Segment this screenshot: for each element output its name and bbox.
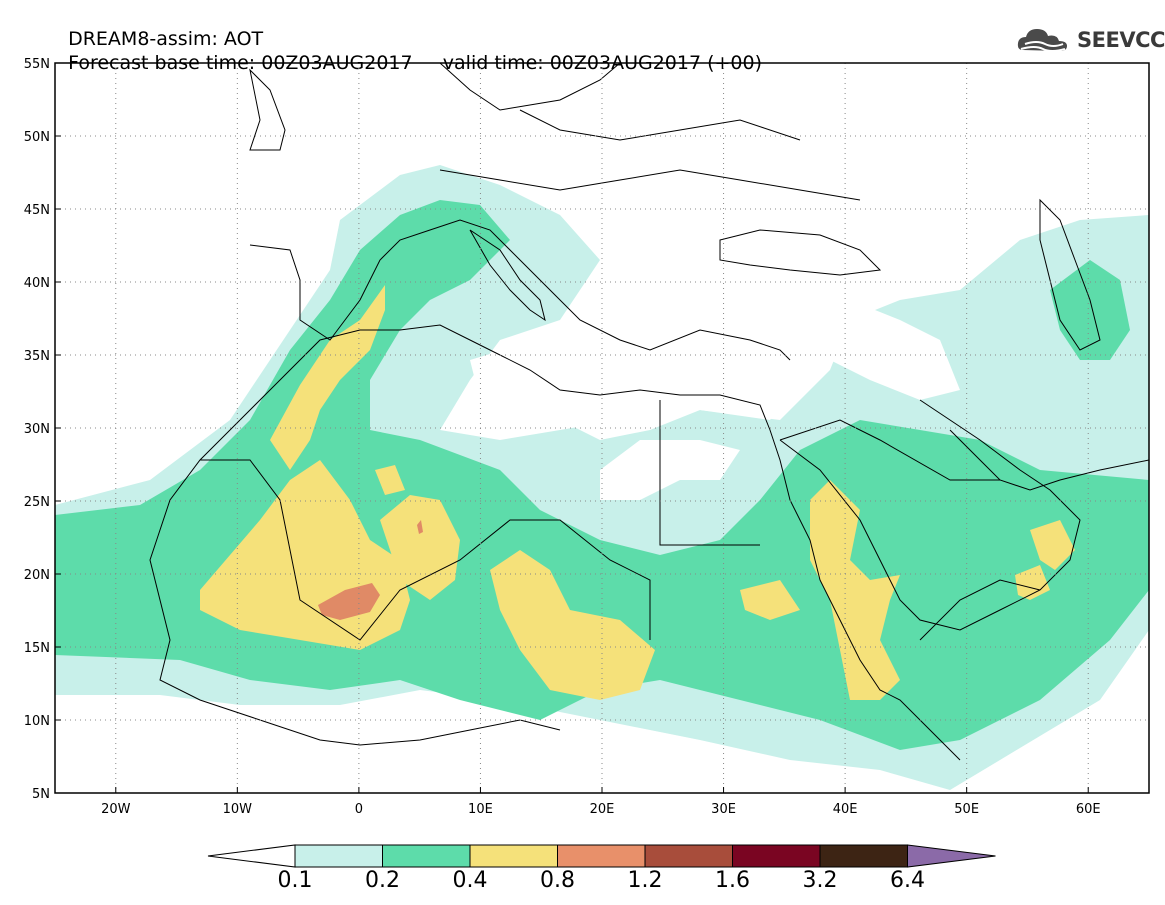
model-title: DREAM8-assim: AOT bbox=[68, 28, 264, 50]
coastline-europe bbox=[249, 219, 791, 361]
lon-tick-label: 20E bbox=[590, 802, 615, 817]
lat-tick-label: 35N bbox=[24, 349, 50, 364]
latitude-labels: 55N 50N 45N 40N 35N 30N 25N 20N 15N 10N 5N bbox=[24, 57, 50, 802]
coastline-italy bbox=[469, 229, 546, 322]
lon-tick-label: 40E bbox=[833, 802, 858, 817]
colorbar-label: 0.1 bbox=[277, 868, 313, 893]
lon-tick-label: 60E bbox=[1076, 802, 1101, 817]
colorbar-under-arrow bbox=[207, 844, 296, 868]
coastline-arabia bbox=[779, 399, 1081, 631]
lat-tick-label: 40N bbox=[24, 276, 50, 291]
colorbar-over-arrow bbox=[907, 844, 996, 868]
colorbar-segment bbox=[644, 844, 733, 868]
aot-contour-0-4-oman-s bbox=[1015, 565, 1050, 600]
aot-contour-0-4-redsea bbox=[810, 480, 900, 700]
colorbar-segment bbox=[382, 844, 471, 868]
border-arabia-1 bbox=[779, 419, 1000, 481]
border-europe-1 bbox=[439, 169, 861, 201]
border-sahara-1 bbox=[200, 459, 651, 641]
clean-air-region-egypt bbox=[600, 440, 740, 500]
lat-tick-label: 10N bbox=[24, 714, 50, 729]
border-arabia-2 bbox=[919, 579, 1041, 641]
lon-tick-label: 30E bbox=[711, 802, 736, 817]
longitude-labels: 20W 10W 0 10E 20E 30E 40E 50E 60E bbox=[101, 802, 1101, 817]
lat-tick-label: 50N bbox=[24, 130, 50, 145]
lon-tick-label: 0 bbox=[355, 802, 363, 817]
coastline-black-sea bbox=[719, 229, 882, 276]
frame-ticks bbox=[55, 62, 1089, 794]
colorbar-segment bbox=[469, 844, 558, 868]
cloud-icon bbox=[1017, 29, 1067, 52]
logo-text: SEEVCCC bbox=[1077, 28, 1165, 52]
aot-contour-0-8 bbox=[318, 583, 380, 620]
clean-air-region-libya bbox=[470, 320, 790, 440]
coastline-north-africa bbox=[239, 324, 961, 761]
coastline-gulf bbox=[949, 429, 1149, 491]
coastline-west-africa bbox=[149, 419, 561, 746]
aot-contour-0-8-small bbox=[417, 520, 423, 534]
border-europe-2 bbox=[519, 109, 801, 141]
lon-tick-label: 50E bbox=[954, 802, 979, 817]
colorbar-label: 0.8 bbox=[540, 868, 575, 893]
colorbar-label: 0.4 bbox=[452, 868, 488, 893]
coastline-britain bbox=[249, 68, 286, 151]
aot-contour-0-4-sudan bbox=[740, 580, 800, 620]
colorbar-label: 1.2 bbox=[627, 868, 663, 893]
colorbar-label: 3.2 bbox=[802, 868, 838, 893]
colorbar-label: 6.4 bbox=[890, 868, 925, 893]
colorbar bbox=[207, 844, 996, 868]
lat-tick-label: 55N bbox=[24, 57, 50, 72]
aot-contour-0-4-tibesti bbox=[490, 550, 655, 700]
lat-tick-label: 25N bbox=[24, 495, 50, 510]
lat-tick-label: 45N bbox=[24, 203, 50, 218]
coastline-scandinavia bbox=[439, 63, 621, 111]
lon-tick-label: 10W bbox=[223, 802, 253, 817]
graticule bbox=[55, 63, 1149, 793]
colorbar-segment bbox=[732, 844, 821, 868]
colorbar-segment bbox=[294, 844, 383, 868]
clean-air-region-iraq bbox=[790, 300, 960, 400]
colorbar-segment bbox=[819, 844, 908, 868]
lat-tick-label: 30N bbox=[24, 422, 50, 437]
lat-tick-label: 20N bbox=[24, 568, 50, 583]
lat-tick-label: 5N bbox=[32, 787, 50, 802]
colorbar-label: 0.2 bbox=[365, 868, 400, 893]
seevccc-logo: SEEVCCC bbox=[1015, 22, 1165, 58]
lon-tick-label: 20W bbox=[101, 802, 131, 817]
coastlines bbox=[149, 63, 1149, 761]
border-libya-egypt bbox=[659, 400, 760, 546]
map-title: DREAM8-assim: AOT bbox=[56, 6, 263, 50]
lat-tick-label: 15N bbox=[24, 641, 50, 656]
colorbar-label: 1.6 bbox=[715, 868, 750, 893]
colorbar-segment bbox=[557, 844, 646, 868]
aot-contour-0-4-oman bbox=[1030, 520, 1075, 570]
lon-tick-label: 10E bbox=[468, 802, 493, 817]
coastline-caspian bbox=[1039, 198, 1101, 351]
aot-contour-0-4-small bbox=[375, 465, 405, 495]
